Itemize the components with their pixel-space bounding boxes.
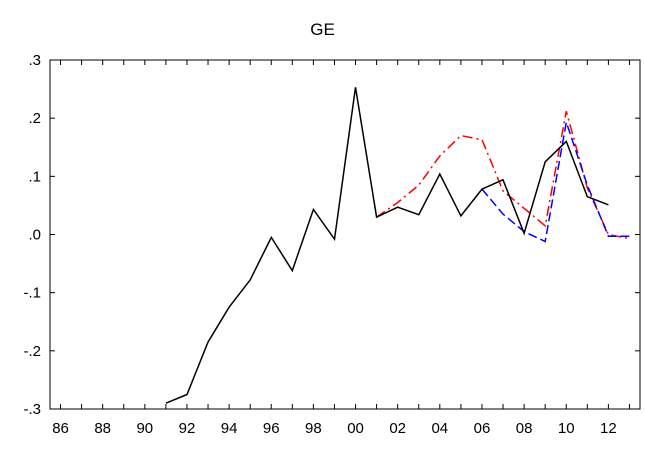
x-axis: 86 88 90 92 94 96 98 00 02 04 06 08 10 12 <box>52 60 630 437</box>
series-line-dashdot <box>376 111 630 240</box>
plot-area-frame <box>49 59 641 410</box>
series-layer <box>165 87 630 404</box>
x-tick-label: 10 <box>558 420 575 437</box>
x-tick-label: 04 <box>431 420 448 437</box>
y-tick-label: .3 <box>28 52 41 69</box>
y-tick-label: .1 <box>28 168 41 185</box>
x-tick-label: 00 <box>347 420 364 437</box>
x-tick-label: 94 <box>221 420 238 437</box>
series-line-dashed <box>481 121 630 243</box>
x-tick-label: 88 <box>94 420 111 437</box>
y-tick-label: -.2 <box>23 343 41 360</box>
x-tick-label: 98 <box>305 420 322 437</box>
x-tick-label: 06 <box>474 420 491 437</box>
y-tick-label: -.1 <box>23 285 41 302</box>
x-tick-label: 96 <box>263 420 280 437</box>
y-tick-label: -.3 <box>23 401 41 418</box>
x-tick-label: 90 <box>136 420 153 437</box>
y-tick-label: .2 <box>28 110 41 127</box>
x-tick-label: 92 <box>179 420 196 437</box>
series-line-solid <box>165 87 609 404</box>
y-tick-label: .0 <box>28 227 41 244</box>
y-axis: -.3 -.2 -.1 .0 .1 .2 .3 <box>23 52 640 418</box>
x-tick-label: 86 <box>52 420 69 437</box>
x-tick-label: 08 <box>516 420 533 437</box>
chart-title: GE <box>310 20 335 39</box>
x-tick-label: 12 <box>600 420 617 437</box>
x-tick-label: 02 <box>389 420 406 437</box>
